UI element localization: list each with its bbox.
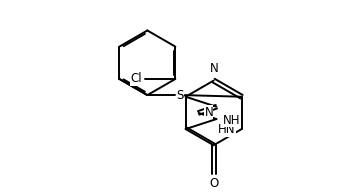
Text: Cl: Cl xyxy=(130,72,142,85)
Text: HN: HN xyxy=(218,123,236,136)
Text: N: N xyxy=(205,106,213,118)
Text: N: N xyxy=(210,62,219,75)
Text: O: O xyxy=(209,177,218,190)
Text: S: S xyxy=(176,89,183,102)
Text: NH: NH xyxy=(223,114,241,127)
